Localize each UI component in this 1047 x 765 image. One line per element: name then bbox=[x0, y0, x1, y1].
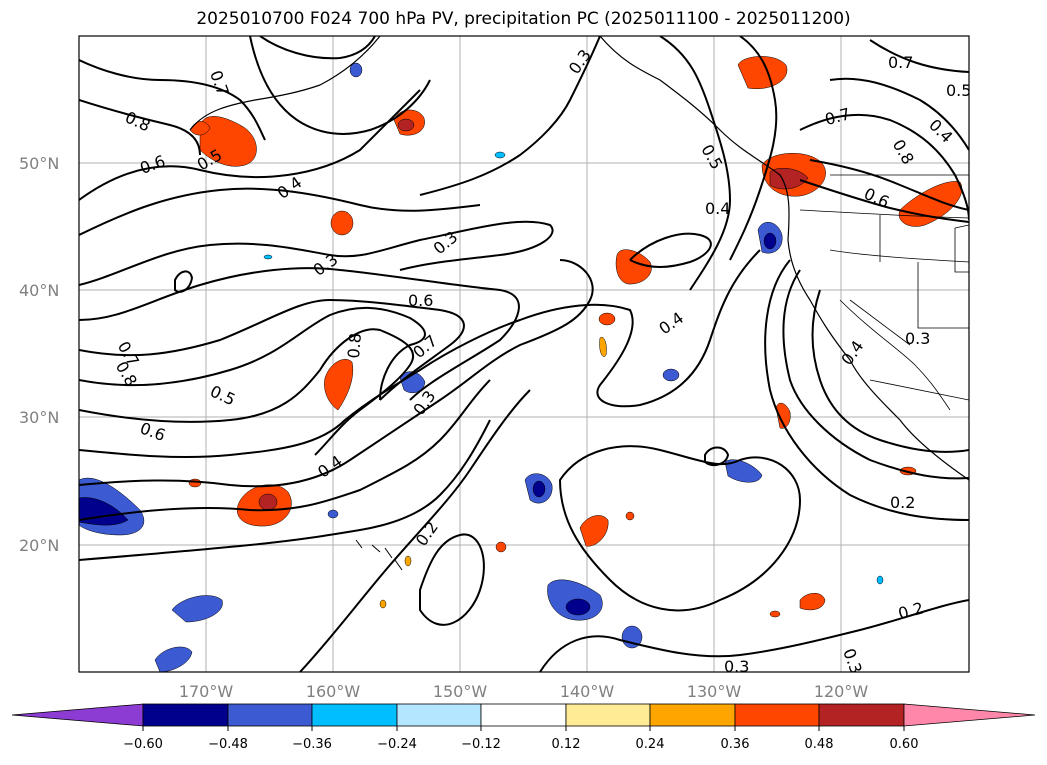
lat-label-40n: 40°N bbox=[19, 281, 59, 300]
contour-label: 0.7 bbox=[888, 53, 913, 72]
colorbar-segment bbox=[480, 703, 567, 727]
colorbar-tick-label: −0.48 bbox=[208, 737, 248, 752]
lon-label-140w: 140°W bbox=[560, 682, 615, 701]
colorbar-tick-label: −0.24 bbox=[377, 737, 417, 752]
lat-label-30n: 30°N bbox=[19, 408, 59, 427]
precip-negative-shading bbox=[79, 62, 884, 672]
contour-label: 0.4 bbox=[705, 199, 730, 218]
coastlines bbox=[189, 36, 969, 571]
contour-label: 0.6 bbox=[408, 291, 433, 310]
colorbar-segment bbox=[396, 703, 482, 727]
colorbar-segment bbox=[11, 703, 144, 727]
pv-contours bbox=[79, 36, 969, 672]
lat-label-50n: 50°N bbox=[19, 154, 59, 173]
precip-positive-shading bbox=[188, 56, 962, 618]
lon-label-170w: 170°W bbox=[179, 682, 234, 701]
lon-label-160w: 160°W bbox=[306, 682, 361, 701]
latitude-labels: 50°N 40°N 30°N 20°N bbox=[19, 154, 59, 555]
colorbar-tick-label: 0.48 bbox=[805, 737, 834, 752]
longitude-labels: 170°W 160°W 150°W 140°W 130°W 120°W bbox=[179, 682, 869, 701]
colorbar bbox=[11, 703, 1036, 727]
figure-title: 2025010700 F024 700 hPa PV, precipitatio… bbox=[196, 9, 851, 29]
contour-label: 0.8 bbox=[344, 332, 365, 359]
colorbar-segment bbox=[734, 703, 820, 727]
colorbar-tick-label: −0.60 bbox=[123, 737, 163, 752]
colorbar-segment bbox=[311, 703, 398, 727]
colorbar-tick-label: −0.36 bbox=[292, 737, 332, 752]
colorbar-tick-label: 0.12 bbox=[552, 737, 581, 752]
contour-label: 0.2 bbox=[890, 493, 915, 512]
colorbar-segment bbox=[649, 703, 736, 727]
colorbar-tick-label: −0.12 bbox=[461, 737, 501, 752]
colorbar-segment bbox=[142, 703, 229, 727]
lon-label-120w: 120°W bbox=[814, 682, 869, 701]
lon-label-130w: 130°W bbox=[687, 682, 742, 701]
colorbar-tick-label: 0.36 bbox=[721, 737, 750, 752]
colorbar-tick-label: 0.24 bbox=[636, 737, 665, 752]
lat-label-20n: 20°N bbox=[19, 536, 59, 555]
graticule bbox=[79, 36, 969, 672]
contour-label: 0.3 bbox=[905, 329, 930, 348]
colorbar-segment bbox=[565, 703, 651, 727]
contour-label: 0.3 bbox=[724, 657, 749, 676]
map-frame bbox=[78, 35, 970, 673]
colorbar-ticks bbox=[142, 726, 905, 731]
colorbar-tick-labels: −0.60 −0.48 −0.36 −0.24 −0.12 0.12 0.24 … bbox=[123, 737, 918, 752]
colorbar-segment bbox=[903, 703, 1036, 727]
lon-label-150w: 150°W bbox=[433, 682, 488, 701]
colorbar-segment bbox=[227, 703, 313, 727]
colorbar-segment bbox=[818, 703, 905, 727]
contour-label: 0.5 bbox=[946, 81, 971, 100]
colorbar-tick-label: 0.60 bbox=[890, 737, 919, 752]
